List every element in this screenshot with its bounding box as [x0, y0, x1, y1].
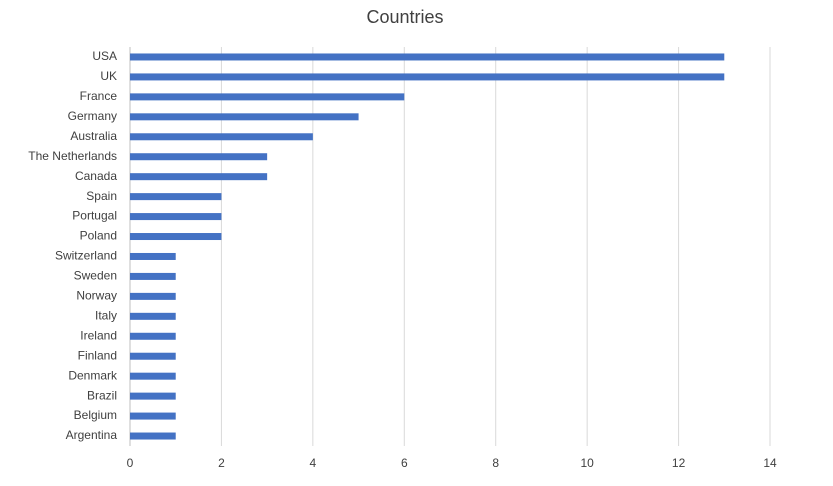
bar [130, 213, 222, 221]
y-tick-label: Poland [80, 229, 117, 243]
bar [130, 272, 176, 280]
chart-title: Countries [366, 7, 443, 27]
x-tick-label: 2 [218, 456, 225, 470]
bar [130, 312, 176, 320]
bar [130, 392, 176, 400]
x-tick-label: 6 [401, 456, 408, 470]
y-tick-label: The Netherlands [28, 149, 117, 163]
y-tick-label: Sweden [74, 269, 117, 283]
bar [130, 173, 268, 181]
y-tick-label: Italy [95, 308, 117, 322]
bar [130, 292, 176, 300]
x-tick-label: 10 [580, 456, 594, 470]
y-tick-label: Finland [78, 348, 117, 362]
x-tick-label: 0 [127, 456, 134, 470]
y-tick-label: Denmark [68, 368, 118, 382]
x-tick-label: 14 [763, 456, 777, 470]
y-tick-label: UK [100, 69, 117, 83]
bar [130, 193, 222, 201]
bar [130, 352, 176, 360]
y-tick-label: Spain [86, 189, 117, 203]
y-tick-label: Ireland [80, 328, 117, 342]
y-tick-label: Portugal [72, 209, 117, 223]
y-tick-label: Brazil [87, 388, 117, 402]
y-tick-label: Australia [70, 129, 117, 143]
y-tick-label: Switzerland [55, 249, 117, 263]
y-tick-label: Norway [76, 289, 117, 303]
x-tick-label: 12 [672, 456, 686, 470]
bar [130, 53, 725, 61]
y-tick-label: USA [92, 49, 117, 63]
y-tick-label: Canada [75, 169, 117, 183]
bar [130, 412, 176, 420]
y-tick-label: Germany [68, 109, 117, 123]
y-tick-label: Belgium [74, 408, 117, 422]
y-tick-label: Argentina [66, 428, 118, 442]
bar [130, 372, 176, 380]
bar [130, 252, 176, 260]
bar [130, 113, 359, 121]
bar [130, 153, 268, 161]
x-tick-label: 4 [310, 456, 317, 470]
bar [130, 432, 176, 440]
bar [130, 233, 222, 241]
bar [130, 93, 405, 101]
bar [130, 73, 725, 81]
y-tick-label: France [80, 89, 118, 103]
bar [130, 332, 176, 340]
x-tick-label: 8 [492, 456, 499, 470]
bar [130, 133, 313, 141]
